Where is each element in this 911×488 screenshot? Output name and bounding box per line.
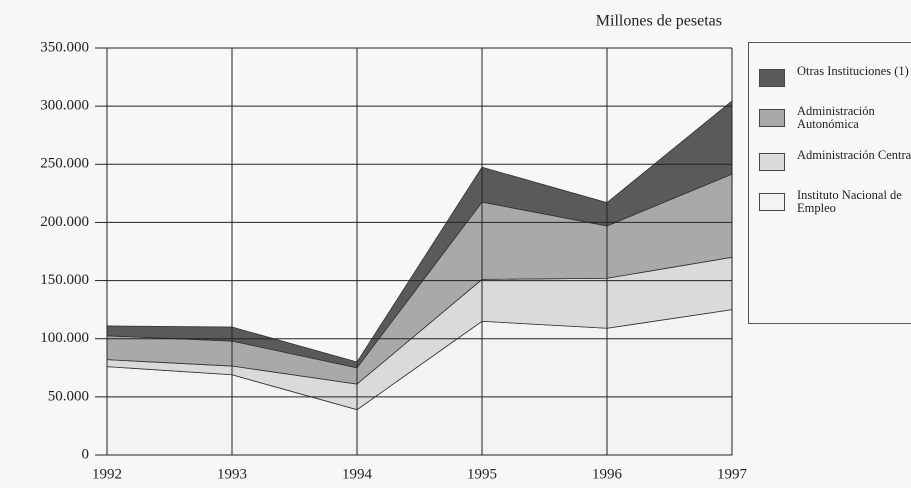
- x-tick-label: 1996: [592, 466, 623, 482]
- chart-title: Millones de pesetas: [596, 13, 722, 30]
- x-tick-label: 1997: [717, 466, 748, 482]
- legend-item: Administración Autonómica: [759, 105, 911, 131]
- legend-swatch: [759, 109, 785, 127]
- legend-swatch: [759, 69, 785, 87]
- y-tick-label: 300.000: [40, 98, 89, 114]
- x-tick-label: 1992: [92, 466, 122, 482]
- x-tick-label: 1994: [342, 466, 373, 482]
- y-tick-label: 0: [82, 446, 90, 462]
- legend-label: Administración Central: [797, 148, 911, 162]
- legend-label: Otras Instituciones (1): [797, 64, 909, 78]
- legend-item: Instituto Nacional de Empleo: [759, 189, 911, 215]
- y-tick-label: 100.000: [40, 330, 89, 346]
- legend-label: Instituto Nacional de Empleo: [797, 188, 902, 215]
- legend-label: Administración Autonómica: [797, 104, 875, 131]
- legend-item: Otras Instituciones (1): [759, 65, 911, 87]
- legend: Otras Instituciones (1) Administración Au…: [748, 42, 911, 324]
- x-tick-label: 1995: [467, 466, 497, 482]
- y-tick-label: 50.000: [48, 388, 89, 404]
- legend-item: Administración Central: [759, 149, 911, 171]
- y-tick-label: 150.000: [40, 272, 89, 288]
- y-tick-label: 250.000: [40, 156, 89, 172]
- legend-swatch: [759, 153, 785, 171]
- x-tick-label: 1993: [217, 466, 247, 482]
- y-tick-label: 350.000: [40, 39, 89, 55]
- legend-swatch: [759, 193, 785, 211]
- y-tick-label: 200.000: [40, 214, 89, 230]
